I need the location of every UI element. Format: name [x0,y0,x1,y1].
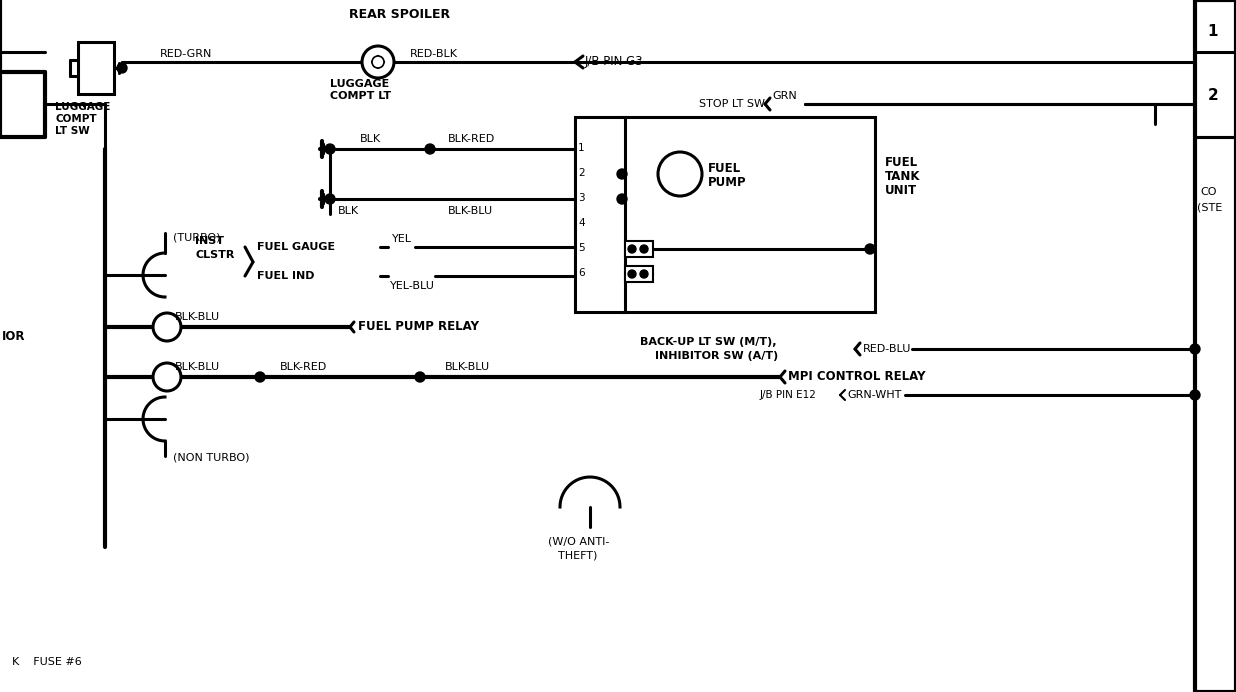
Text: TANK: TANK [885,170,921,183]
Circle shape [617,194,627,204]
Circle shape [640,245,648,253]
Circle shape [628,270,637,278]
Text: BLK-BLU: BLK-BLU [176,312,220,322]
Text: UNIT: UNIT [885,183,917,197]
Text: INST: INST [195,236,224,246]
Text: BLK-RED: BLK-RED [447,134,496,144]
Text: LT SW: LT SW [54,126,90,136]
Text: BLK-RED: BLK-RED [281,362,328,372]
Text: 4: 4 [578,218,585,228]
Text: GRN-WHT: GRN-WHT [847,390,901,400]
Text: YEL-BLU: YEL-BLU [391,281,435,291]
Text: CO: CO [1200,187,1216,197]
Text: YEL: YEL [392,234,412,244]
Circle shape [617,169,627,179]
Bar [625,266,653,282]
Text: 3: 3 [578,193,585,203]
Text: BACK-UP LT SW (M/T),: BACK-UP LT SW (M/T), [640,337,776,347]
Text: THEFT): THEFT) [557,551,597,561]
Text: COMPT: COMPT [54,114,96,124]
Bar [620,117,875,312]
Circle shape [255,372,265,382]
Text: BLK: BLK [337,206,360,216]
Circle shape [865,244,875,254]
Text: K    FUSE #6: K FUSE #6 [12,657,82,667]
Text: FUEL: FUEL [885,156,918,168]
Text: LUGGAGE: LUGGAGE [330,79,389,89]
Text: REAR SPOILER: REAR SPOILER [350,8,451,21]
Text: 2: 2 [1208,87,1219,102]
Text: BLK-BLU: BLK-BLU [445,362,491,372]
Text: (W/O ANTI-: (W/O ANTI- [548,537,609,547]
Bar [625,241,653,257]
Circle shape [117,63,127,73]
Text: BLK-BLU: BLK-BLU [447,206,493,216]
Text: (STE: (STE [1196,202,1222,212]
Text: (NON TURBO): (NON TURBO) [173,452,250,462]
Text: FUEL PUMP RELAY: FUEL PUMP RELAY [358,320,480,334]
Text: PUMP: PUMP [708,176,747,188]
Text: FUEL GAUGE: FUEL GAUGE [257,242,335,252]
Text: 2: 2 [578,168,585,178]
Text: BLK: BLK [360,134,381,144]
Circle shape [640,270,648,278]
Text: J/B PIN E12: J/B PIN E12 [760,390,817,400]
Text: COMPT LT: COMPT LT [330,91,391,101]
Text: 1: 1 [1208,24,1219,39]
Text: FUEL IND: FUEL IND [257,271,314,281]
Text: RED-BLU: RED-BLU [863,344,911,354]
Circle shape [325,194,335,204]
Circle shape [1190,344,1200,354]
Text: IOR: IOR [2,331,26,343]
Text: STOP LT SW: STOP LT SW [700,99,765,109]
Circle shape [372,56,384,68]
Text: BLK-BLU: BLK-BLU [176,362,220,372]
Text: 6: 6 [578,268,585,278]
Circle shape [362,46,394,78]
Circle shape [1190,390,1200,400]
Text: 5: 5 [578,243,585,253]
Circle shape [628,245,637,253]
Bar [575,117,625,312]
Circle shape [325,144,335,154]
Circle shape [425,144,435,154]
Circle shape [658,152,702,196]
Text: FUEL: FUEL [708,161,742,174]
Text: J/B PIN G3: J/B PIN G3 [585,55,644,69]
Bar [78,42,114,94]
Text: CLSTR: CLSTR [195,250,235,260]
Text: (TURBO): (TURBO) [173,232,220,242]
Text: GRN: GRN [772,91,797,101]
Text: RED-GRN: RED-GRN [159,49,213,59]
Text: MPI CONTROL RELAY: MPI CONTROL RELAY [789,370,926,383]
Text: LUGGAGE: LUGGAGE [54,102,110,112]
Circle shape [153,313,180,341]
Text: INHIBITOR SW (A/T): INHIBITOR SW (A/T) [655,351,779,361]
Circle shape [415,372,425,382]
Text: RED-BLK: RED-BLK [410,49,459,59]
Text: 1: 1 [578,143,585,153]
Circle shape [153,363,180,391]
